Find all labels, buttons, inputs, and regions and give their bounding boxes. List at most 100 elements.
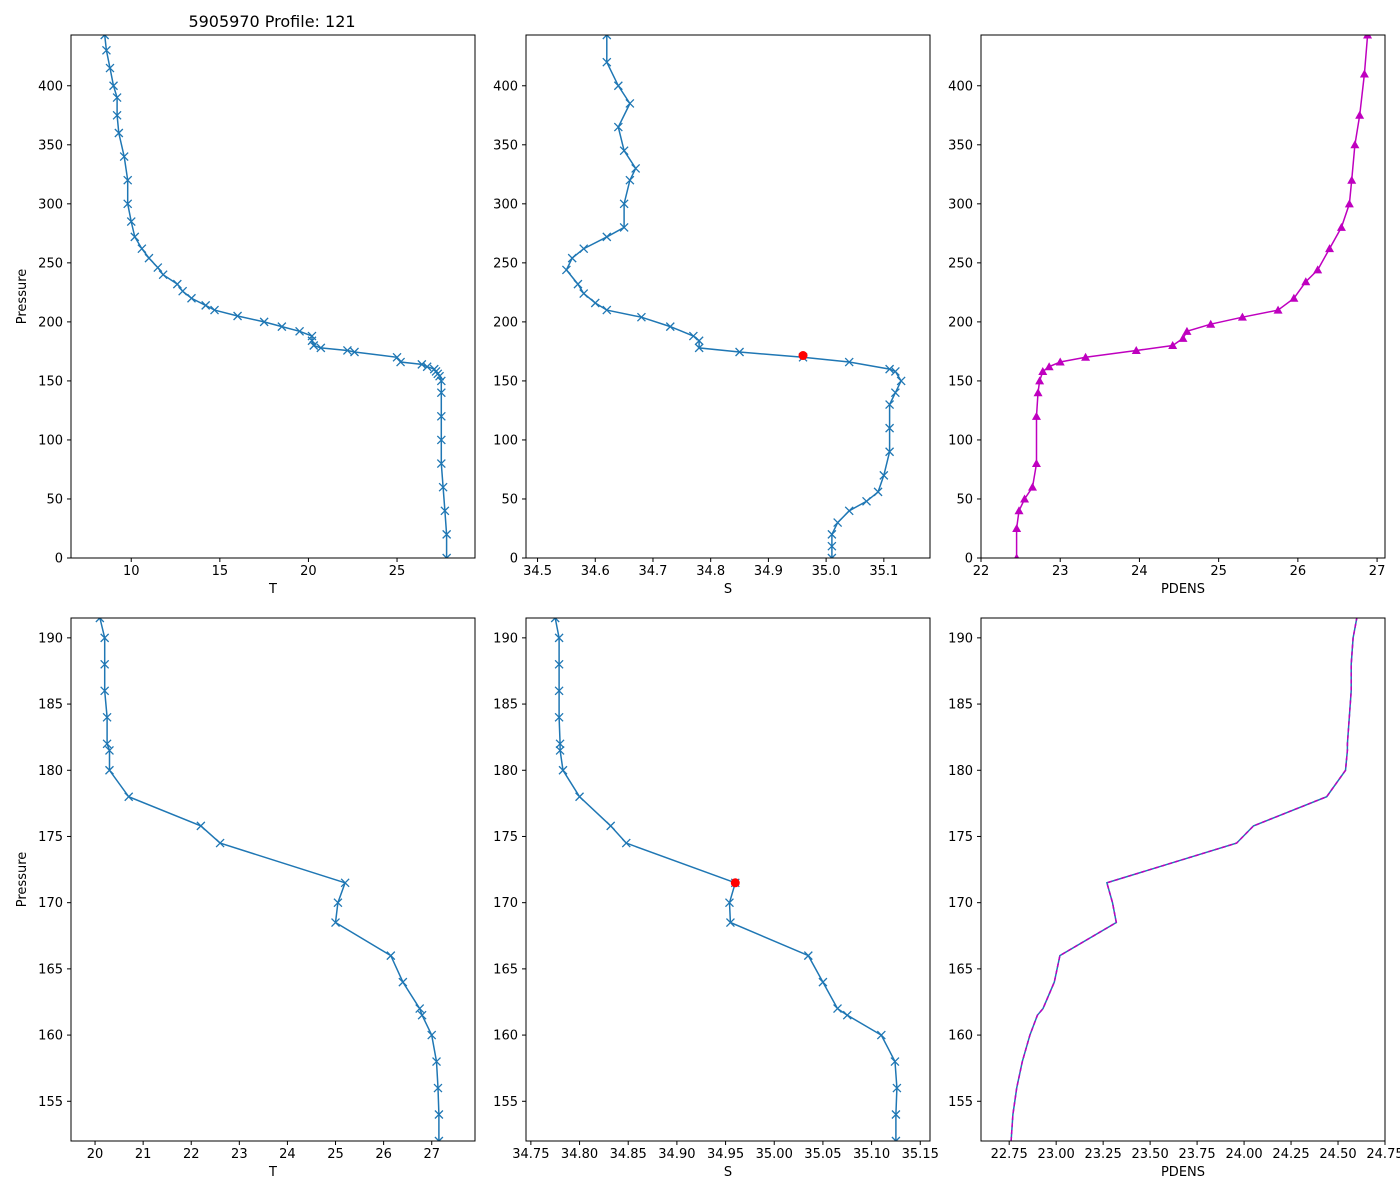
data-point: [625, 175, 635, 185]
axes-frame: [525, 34, 931, 559]
chart-top-s: 34.5 34.6 34.7 34.8 34.9 35.0 35.1 0 50 100 150 200…: [493, 34, 931, 597]
data-point: [398, 977, 408, 987]
x-tick-label: 35.00: [756, 1147, 793, 1162]
plot-area: [100, 35, 452, 558]
y-tick-label: 180: [493, 764, 518, 779]
data-point: [631, 163, 641, 173]
data-point: [1081, 352, 1091, 361]
data-point: [567, 253, 577, 263]
data-point: [602, 57, 612, 67]
x-axis-label: T: [268, 1165, 277, 1180]
data-point: [440, 506, 450, 516]
data-point: [803, 951, 813, 961]
data-point: [844, 506, 854, 516]
y-tick-label: 160: [948, 1029, 973, 1044]
data-point: [123, 175, 133, 185]
data-point: [95, 618, 105, 623]
x-tick-label: 34.85: [610, 1147, 647, 1162]
data-point: [694, 336, 704, 346]
x-tick-label: 24: [279, 1147, 296, 1162]
y-tick-label: 300: [38, 197, 63, 212]
data-point: [833, 518, 843, 528]
data-point: [725, 918, 735, 927]
data-point: [436, 376, 446, 386]
data-point: [725, 898, 734, 908]
data-point: [1014, 506, 1024, 515]
data-point: [105, 765, 114, 775]
data-point: [295, 326, 305, 336]
data-point: [340, 878, 350, 888]
y-tick-label: 155: [493, 1095, 518, 1110]
x-tick-label: 23.25: [1085, 1147, 1122, 1162]
data-point: [579, 244, 589, 254]
data-point: [579, 289, 589, 299]
data-point: [827, 529, 837, 539]
data-point: [1355, 110, 1365, 119]
data-point: [879, 470, 889, 480]
data-point: [1325, 244, 1335, 253]
data-point: [1031, 459, 1041, 468]
data-point: [112, 110, 122, 120]
data-point: [436, 435, 446, 445]
series-line: [565, 35, 902, 558]
chart-bottom-t: 20 21 22 23 24 25 26 27 155 160 165 170 175 180 185 190…: [15, 617, 476, 1180]
data-point: [187, 293, 196, 303]
axes-frame: [980, 34, 1386, 559]
data-point: [558, 765, 568, 775]
y-tick-label: 200: [38, 315, 63, 330]
y-tick-label: 200: [948, 315, 973, 330]
data-point: [112, 93, 122, 103]
data-point: [1014, 553, 1020, 558]
data-point: [844, 357, 854, 367]
axes-frame: [980, 617, 1386, 1142]
data-point: [694, 343, 704, 353]
y-tick-label: 400: [948, 79, 973, 94]
x-tick-label: 26: [1290, 564, 1307, 579]
y-tick-label: 155: [948, 1095, 973, 1110]
data-point: [105, 63, 115, 73]
data-point: [1350, 140, 1360, 149]
data-point: [885, 423, 895, 433]
x-tick-label: 34.80: [561, 1147, 598, 1162]
data-point: [436, 388, 446, 398]
data-point: [891, 1136, 901, 1141]
x-tick-label: 35.10: [853, 1147, 890, 1162]
data-point: [555, 739, 565, 749]
data-point: [636, 312, 646, 322]
x-tick-label: 34.7: [638, 564, 667, 579]
y-tick-label: 350: [38, 138, 63, 153]
data-point: [210, 305, 219, 315]
series-line: [1015, 35, 1369, 558]
y-tick-label: 165: [493, 962, 518, 977]
data-point: [613, 122, 623, 132]
data-point: [573, 279, 583, 289]
data-point: [1178, 333, 1188, 342]
data-point: [1359, 69, 1369, 78]
x-axis-label: S: [724, 582, 732, 597]
y-tick-label: 170: [38, 896, 63, 911]
data-point: [885, 447, 895, 457]
y-tick-label: 190: [38, 631, 63, 646]
y-tick-label: 160: [38, 1029, 63, 1044]
y-tick-label: 100: [493, 433, 518, 448]
data-point: [100, 659, 110, 669]
data-point: [665, 322, 675, 332]
y-tick-label: 185: [493, 698, 518, 713]
data-point: [602, 305, 612, 315]
x-tick-label: 34.8: [696, 564, 725, 579]
y-tick-label: 180: [38, 764, 63, 779]
data-point: [102, 712, 112, 722]
chart-top-pdens: 22 23 24 25 26 27 0 50 100 150 200 250 300 350 400 PDEN…: [948, 34, 1386, 597]
data-point: [1344, 199, 1354, 208]
data-point: [1031, 411, 1041, 420]
data-point: [818, 977, 828, 987]
data-point: [396, 357, 406, 367]
data-point: [100, 633, 110, 643]
data-point: [1027, 482, 1037, 491]
data-point: [1289, 293, 1299, 302]
x-tick-label: 20: [87, 1147, 104, 1162]
data-point: [619, 222, 629, 232]
y-tick-label: 300: [948, 197, 973, 212]
data-point: [554, 633, 564, 643]
y-tick-label: 100: [948, 433, 973, 448]
